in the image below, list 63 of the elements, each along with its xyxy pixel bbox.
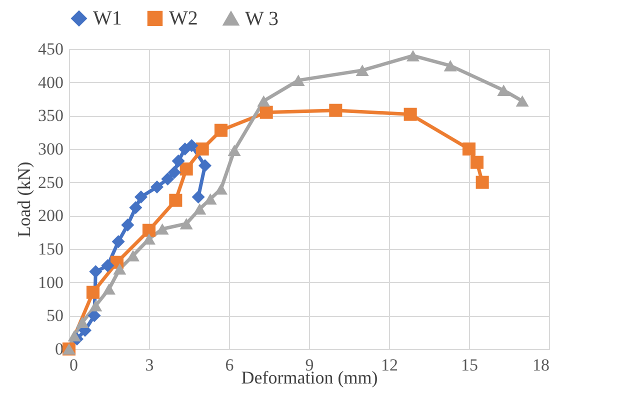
point: [497, 84, 510, 96]
point: [260, 106, 273, 119]
point: [134, 190, 148, 204]
point: [180, 162, 193, 176]
point: [86, 286, 100, 299]
point: [406, 50, 420, 62]
y-tick-label: 150: [38, 240, 64, 258]
x-tick-label: 18: [532, 356, 550, 374]
point: [404, 108, 417, 121]
point: [169, 194, 182, 207]
legend-label: W1: [93, 7, 122, 30]
point: [257, 95, 270, 107]
point: [476, 176, 489, 189]
point: [196, 142, 209, 156]
point: [112, 235, 125, 248]
point: [192, 190, 205, 204]
point: [292, 74, 305, 86]
point: [193, 203, 206, 215]
y-tick-label: 250: [38, 172, 64, 192]
point: [68, 330, 81, 342]
point: [516, 95, 529, 107]
x-tick-label: 12: [381, 356, 398, 374]
point: [168, 166, 181, 179]
y-axis-title: Load (kN): [14, 162, 34, 238]
point: [142, 233, 156, 245]
point: [76, 316, 89, 328]
point: [228, 144, 241, 156]
point: [121, 218, 134, 232]
point: [129, 201, 142, 214]
y-tick-label: 400: [38, 72, 64, 92]
point: [89, 300, 102, 312]
point: [142, 224, 156, 237]
point: [470, 156, 484, 169]
point: [198, 159, 212, 172]
point: [156, 223, 169, 235]
x-tick-label: 0: [70, 356, 78, 374]
point: [102, 283, 116, 295]
point: [185, 139, 198, 152]
point: [180, 218, 193, 230]
point: [161, 172, 174, 186]
y-tick-label: 300: [38, 140, 64, 158]
y-tick-label: 350: [38, 106, 64, 126]
point: [329, 104, 342, 117]
point: [444, 60, 457, 72]
point: [462, 142, 476, 156]
point: [88, 309, 101, 322]
y-tick-label: 50: [46, 306, 64, 326]
x-tick-label: 3: [145, 356, 154, 374]
point: [101, 259, 114, 272]
y-tick-label: 200: [38, 206, 64, 226]
y-tick-label: 100: [38, 272, 64, 292]
point: [172, 154, 185, 168]
x-tick-label: 6: [225, 356, 234, 374]
x-tick-label: 15: [461, 356, 478, 374]
y-tick-label: 450: [38, 40, 64, 58]
y-tick-label: 0: [55, 340, 64, 358]
point: [214, 124, 228, 137]
legend-label: W2: [169, 7, 198, 30]
point: [89, 265, 102, 278]
point: [356, 64, 369, 76]
point: [150, 180, 164, 194]
legend-label: W 3: [245, 8, 279, 30]
point: [113, 263, 126, 275]
